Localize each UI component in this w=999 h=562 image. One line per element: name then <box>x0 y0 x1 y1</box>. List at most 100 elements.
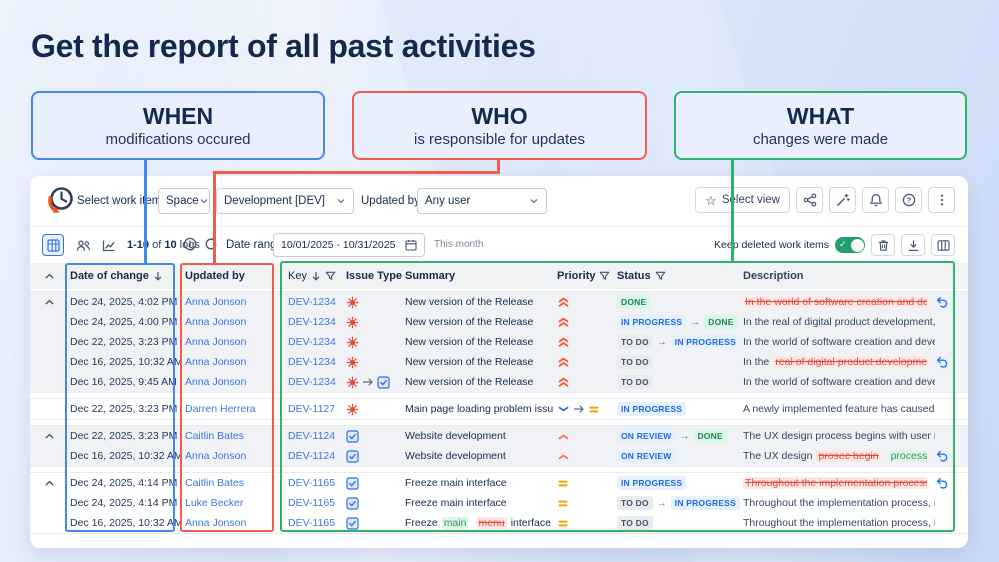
sort-desc-icon[interactable] <box>153 271 163 282</box>
date-range-input[interactable]: 10/01/2025 - 10/31/2025 <box>273 233 425 257</box>
columns-icon[interactable] <box>931 234 955 256</box>
table-row[interactable]: Dec 16, 2025, 10:32 AM Anna Jonson DEV-116… <box>30 513 968 533</box>
more-options-icon[interactable] <box>928 187 955 213</box>
issue-type-cell <box>346 513 359 533</box>
sort-desc-icon[interactable] <box>311 271 321 282</box>
table-row[interactable]: Dec 22, 2025, 3:23 PM Caitlin Bates DEV-11… <box>30 426 968 446</box>
chevron-collapse-icon[interactable] <box>44 297 55 307</box>
text: New version of the Release <box>405 316 534 328</box>
issue-key-link[interactable]: DEV-1165 <box>288 517 336 529</box>
undo-icon[interactable] <box>936 450 949 462</box>
issue-key-link[interactable]: DEV-1127 <box>288 403 336 415</box>
column-header-summary[interactable]: Summary <box>405 263 455 289</box>
select-view-button[interactable]: ☆ Select view <box>695 187 790 213</box>
text: In the <box>743 356 770 368</box>
collapse-all-chevron[interactable] <box>44 263 60 289</box>
undo-change-button[interactable] <box>936 352 949 372</box>
row-collapse-chevron[interactable] <box>44 292 60 312</box>
column-header-issue-type-label: Issue Type <box>346 270 403 282</box>
column-header-date[interactable]: Date of change <box>70 263 163 289</box>
column-header-updated-by[interactable]: Updated by <box>185 263 245 289</box>
filter-icon[interactable] <box>655 271 666 281</box>
column-header-status[interactable]: Status <box>617 263 666 289</box>
info-icon[interactable] <box>183 237 197 251</box>
share-icon[interactable] <box>796 187 823 213</box>
bell-icon[interactable] <box>862 187 889 213</box>
updated-by-cell[interactable]: Luke Becker <box>185 497 244 509</box>
toolbar-divider <box>30 226 968 227</box>
column-header-priority[interactable]: Priority <box>557 263 610 289</box>
undo-icon[interactable] <box>936 477 949 489</box>
row-collapse-chevron[interactable] <box>44 426 60 446</box>
issue-type-cell <box>346 446 359 466</box>
people-view-button[interactable] <box>72 234 94 256</box>
trash-icon[interactable] <box>871 234 895 256</box>
issue-key-link[interactable]: DEV-1165 <box>288 477 336 489</box>
table-row[interactable]: Dec 24, 2025, 4:14 PM Luke Becker DEV-1165… <box>30 493 968 513</box>
updated-by-user-dropdown[interactable]: Any user <box>417 188 547 214</box>
updated-by-cell[interactable]: Caitlin Bates <box>185 430 244 442</box>
issue-key-link[interactable]: DEV-1124 <box>288 430 336 442</box>
table-row[interactable]: Dec 16, 2025, 10:32 AM Anna Jonson DEV-112… <box>30 446 968 466</box>
undo-icon[interactable] <box>936 356 949 368</box>
filter-icon[interactable] <box>325 271 336 281</box>
undo-change-button[interactable] <box>936 473 949 493</box>
space-dropdown[interactable]: Space <box>158 188 210 214</box>
row-collapse-chevron[interactable] <box>44 473 60 493</box>
table-row[interactable]: Dec 22, 2025, 3:23 PM Darren Herrera DEV-1… <box>30 399 968 419</box>
status-cell: TO DO <box>617 513 653 533</box>
table-row[interactable]: Dec 24, 2025, 4:14 PM Caitlin Bates DEV-11… <box>30 473 968 493</box>
issue-key-link[interactable]: DEV-1124 <box>288 450 336 462</box>
column-header-description[interactable]: Description <box>743 263 804 289</box>
chevron-collapse-icon[interactable] <box>44 431 55 441</box>
refresh-icon[interactable] <box>204 237 218 251</box>
help-icon[interactable]: ? <box>895 187 922 213</box>
filter-icon[interactable] <box>599 271 610 281</box>
issue-key-link[interactable]: DEV-1234 <box>288 336 336 348</box>
chevron-collapse-icon[interactable] <box>44 478 55 488</box>
text: Website development <box>405 430 506 442</box>
date-range-label: Date range: <box>226 239 287 251</box>
updated-by-cell[interactable]: Anna Jonson <box>185 296 247 308</box>
issue-key-link[interactable]: DEV-1234 <box>288 296 336 308</box>
issue-key-link[interactable]: DEV-1165 <box>288 497 336 509</box>
download-icon[interactable] <box>901 234 925 256</box>
column-header-issue-type[interactable]: Issue Type <box>346 263 402 289</box>
summary-cell: Website development <box>405 446 506 466</box>
updated-by-cell[interactable]: Darren Herrera <box>185 403 256 415</box>
column-header-description-label: Description <box>743 270 804 282</box>
table-row[interactable]: Dec 22, 2025, 3:23 PM Anna Jonson DEV-1234… <box>30 332 968 352</box>
table-row[interactable]: Dec 16, 2025, 9:45 AM Anna Jonson DEV-1234… <box>30 372 968 392</box>
row-collapse-chevron <box>44 513 60 533</box>
undo-icon[interactable] <box>936 296 949 308</box>
issue-key-link[interactable]: DEV-1234 <box>288 376 336 388</box>
updated-by-cell[interactable]: Anna Jonson <box>185 316 247 328</box>
bug-icon <box>346 403 359 416</box>
updated-by-cell[interactable]: Anna Jonson <box>185 356 247 368</box>
chevron-collapse-icon[interactable] <box>44 271 55 281</box>
column-header-key[interactable]: Key <box>288 263 336 289</box>
issue-key-link[interactable]: DEV-1234 <box>288 316 336 328</box>
updated-by-cell[interactable]: Anna Jonson <box>185 517 247 529</box>
updated-by-cell[interactable]: Anna Jonson <box>185 376 247 388</box>
project-dropdown[interactable]: Development [DEV] <box>216 188 354 214</box>
activity-log-table: Date of change Updated by Key Issue Type Sum… <box>30 263 968 534</box>
updated-by-cell[interactable]: Anna Jonson <box>185 336 247 348</box>
updated-by-cell[interactable]: Caitlin Bates <box>185 477 244 489</box>
undo-change-button[interactable] <box>936 292 949 312</box>
updated-by-cell[interactable]: Anna Jonson <box>185 450 247 462</box>
table-view-button[interactable] <box>42 234 64 256</box>
high-icon <box>557 452 570 461</box>
magic-wand-icon[interactable] <box>829 187 856 213</box>
table-row[interactable]: Dec 16, 2025, 10:32 AM Anna Jonson DEV-123… <box>30 352 968 372</box>
issue-key-link[interactable]: DEV-1234 <box>288 356 336 368</box>
status-cell: IN PROGRESS → DONE <box>617 312 738 332</box>
keep-deleted-toggle[interactable]: ✓ <box>835 237 865 253</box>
date-range-hint: This month <box>434 239 484 250</box>
chart-view-button[interactable] <box>98 234 120 256</box>
table-row[interactable]: Dec 24, 2025, 4:02 PM Anna Jonson DEV-1234… <box>30 292 968 312</box>
table-row[interactable]: Dec 24, 2025, 4:00 PM Anna Jonson DEV-1234… <box>30 312 968 332</box>
undo-change-button[interactable] <box>936 446 949 466</box>
date-of-change-cell: Dec 24, 2025, 4:14 PM <box>70 477 178 489</box>
row-collapse-chevron <box>44 446 60 466</box>
